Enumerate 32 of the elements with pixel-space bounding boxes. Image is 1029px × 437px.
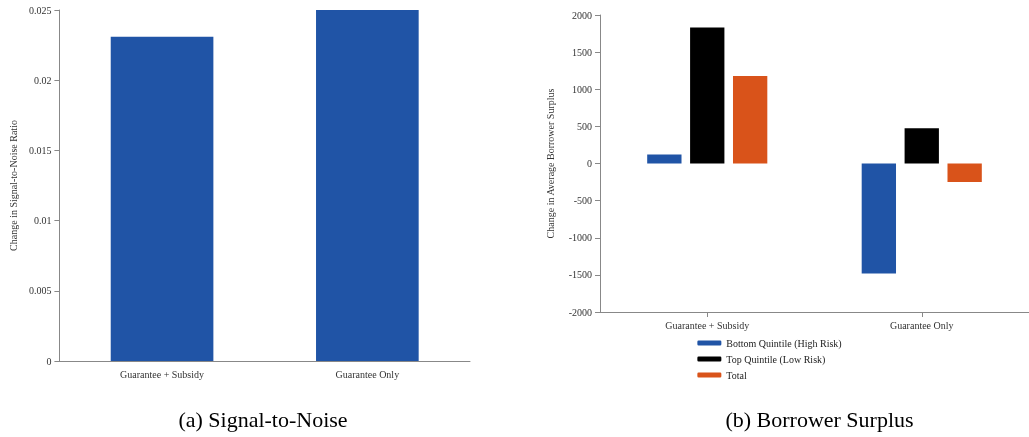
y-tick-label: -2000 xyxy=(568,306,592,318)
text: (a) Signal-to-Noise xyxy=(178,406,348,432)
y-tick-label: 0.025 xyxy=(28,4,52,16)
y-tick-label: 0.01 xyxy=(33,215,52,227)
y-tick-label: 0.005 xyxy=(28,285,52,297)
y-tick-label: 0 xyxy=(587,158,592,169)
y-tick-label: 0.02 xyxy=(33,74,52,86)
y-axis-title: Change in Average Borrower Surplus xyxy=(544,88,556,239)
bar xyxy=(647,154,682,164)
x-tick-label: Guarantee + Subsidy xyxy=(665,319,750,331)
y-tick-label: 500 xyxy=(577,120,592,132)
y-tick-label: 1000 xyxy=(572,83,592,95)
legend-label: Total xyxy=(726,369,747,381)
bar xyxy=(690,27,725,164)
legend-label: Top Quintile (Low Risk) xyxy=(726,353,826,366)
y-tick-label: 2000 xyxy=(572,9,592,21)
bar xyxy=(947,163,982,183)
bar xyxy=(861,163,897,274)
y-tick-label: 0 xyxy=(46,355,52,367)
y-tick-label: -1500 xyxy=(568,269,592,281)
y-tick-label: -500 xyxy=(573,195,592,207)
y-tick-label: 0.015 xyxy=(28,144,52,156)
legend-label: Bottom Quintile (High Risk) xyxy=(726,337,842,350)
y-tick-label: 1500 xyxy=(572,46,592,58)
bar xyxy=(904,128,939,164)
bar xyxy=(732,75,768,164)
x-tick-label: Guarantee + Subsidy xyxy=(120,368,205,380)
y-tick-label: -1000 xyxy=(568,232,592,244)
x-tick-label: Guarantee Only xyxy=(335,368,400,380)
x-tick-label: Guarantee Only xyxy=(889,319,954,331)
text: (b) Borrower Surplus xyxy=(725,406,914,432)
y-axis-title: Change in Signal-to-Noise Ratio xyxy=(7,120,19,251)
